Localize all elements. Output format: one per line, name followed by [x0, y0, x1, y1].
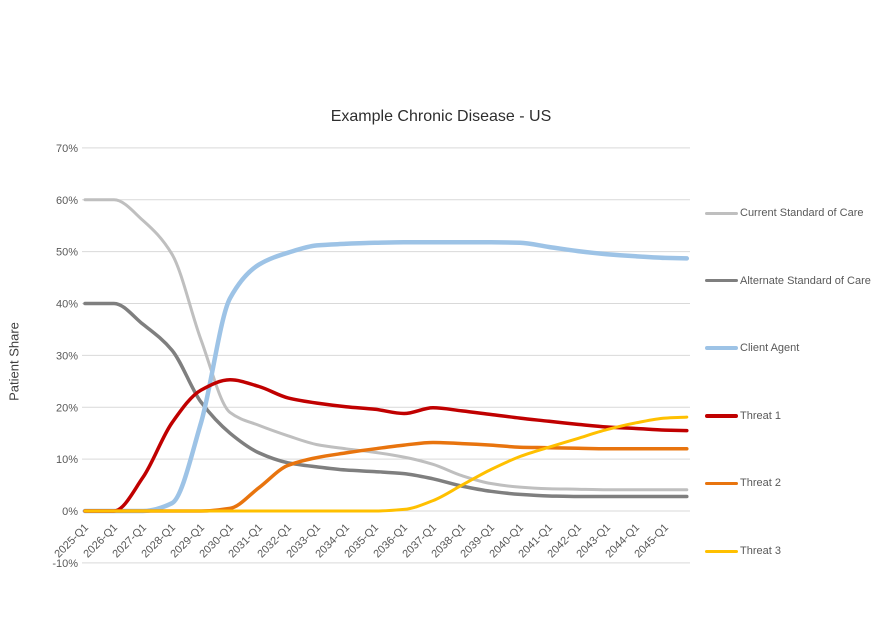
legend-line-swatch: [705, 278, 738, 283]
y-tick-label: 10%: [56, 454, 78, 466]
y-tick-label: 70%: [56, 143, 78, 155]
legend-line-swatch: [705, 345, 738, 351]
legend-label: Current Standard of Care: [740, 207, 864, 219]
legend-label: Threat 3: [740, 545, 781, 557]
legend-label: Threat 2: [740, 477, 781, 490]
y-tick-label: -10%: [52, 558, 78, 570]
legend-item-threat-3: Threat 3: [705, 543, 781, 559]
series-line-threat-3: [83, 415, 689, 513]
y-tick-label: 40%: [56, 299, 78, 311]
y-tick-label: 60%: [56, 195, 78, 207]
legend-item-alternate-standard: Alternate Standard of Care: [705, 273, 871, 289]
y-tick-label: 0%: [62, 506, 78, 518]
legend-item-current-standard: Current Standard of Care: [705, 205, 864, 221]
legend-line-swatch: [705, 414, 738, 418]
legend-line-swatch: [705, 481, 738, 486]
y-tick-label: 30%: [56, 350, 78, 362]
legend-line-swatch: [705, 211, 738, 215]
y-tick-label: 50%: [56, 247, 78, 259]
legend-item-threat-1: Threat 1: [705, 408, 781, 424]
chart-title: Example Chronic Disease - US: [330, 108, 552, 125]
legend-label: Client Agent: [740, 342, 800, 355]
series-line-threat-1: [83, 378, 689, 513]
y-tick-label: 20%: [56, 402, 78, 414]
series-line-alternate-standard-of-care: [83, 301, 689, 499]
legend-label: Alternate Standard of Care: [740, 274, 871, 287]
legend-label: Threat 1: [740, 409, 781, 422]
series-line-current-standard-of-care: [83, 198, 689, 492]
series-line-client-agent: [82, 240, 690, 514]
legend-item-threat-2: Threat 2: [705, 475, 781, 491]
legend-line-swatch: [705, 549, 738, 553]
legend-item-client-agent: Client Agent: [705, 340, 799, 356]
